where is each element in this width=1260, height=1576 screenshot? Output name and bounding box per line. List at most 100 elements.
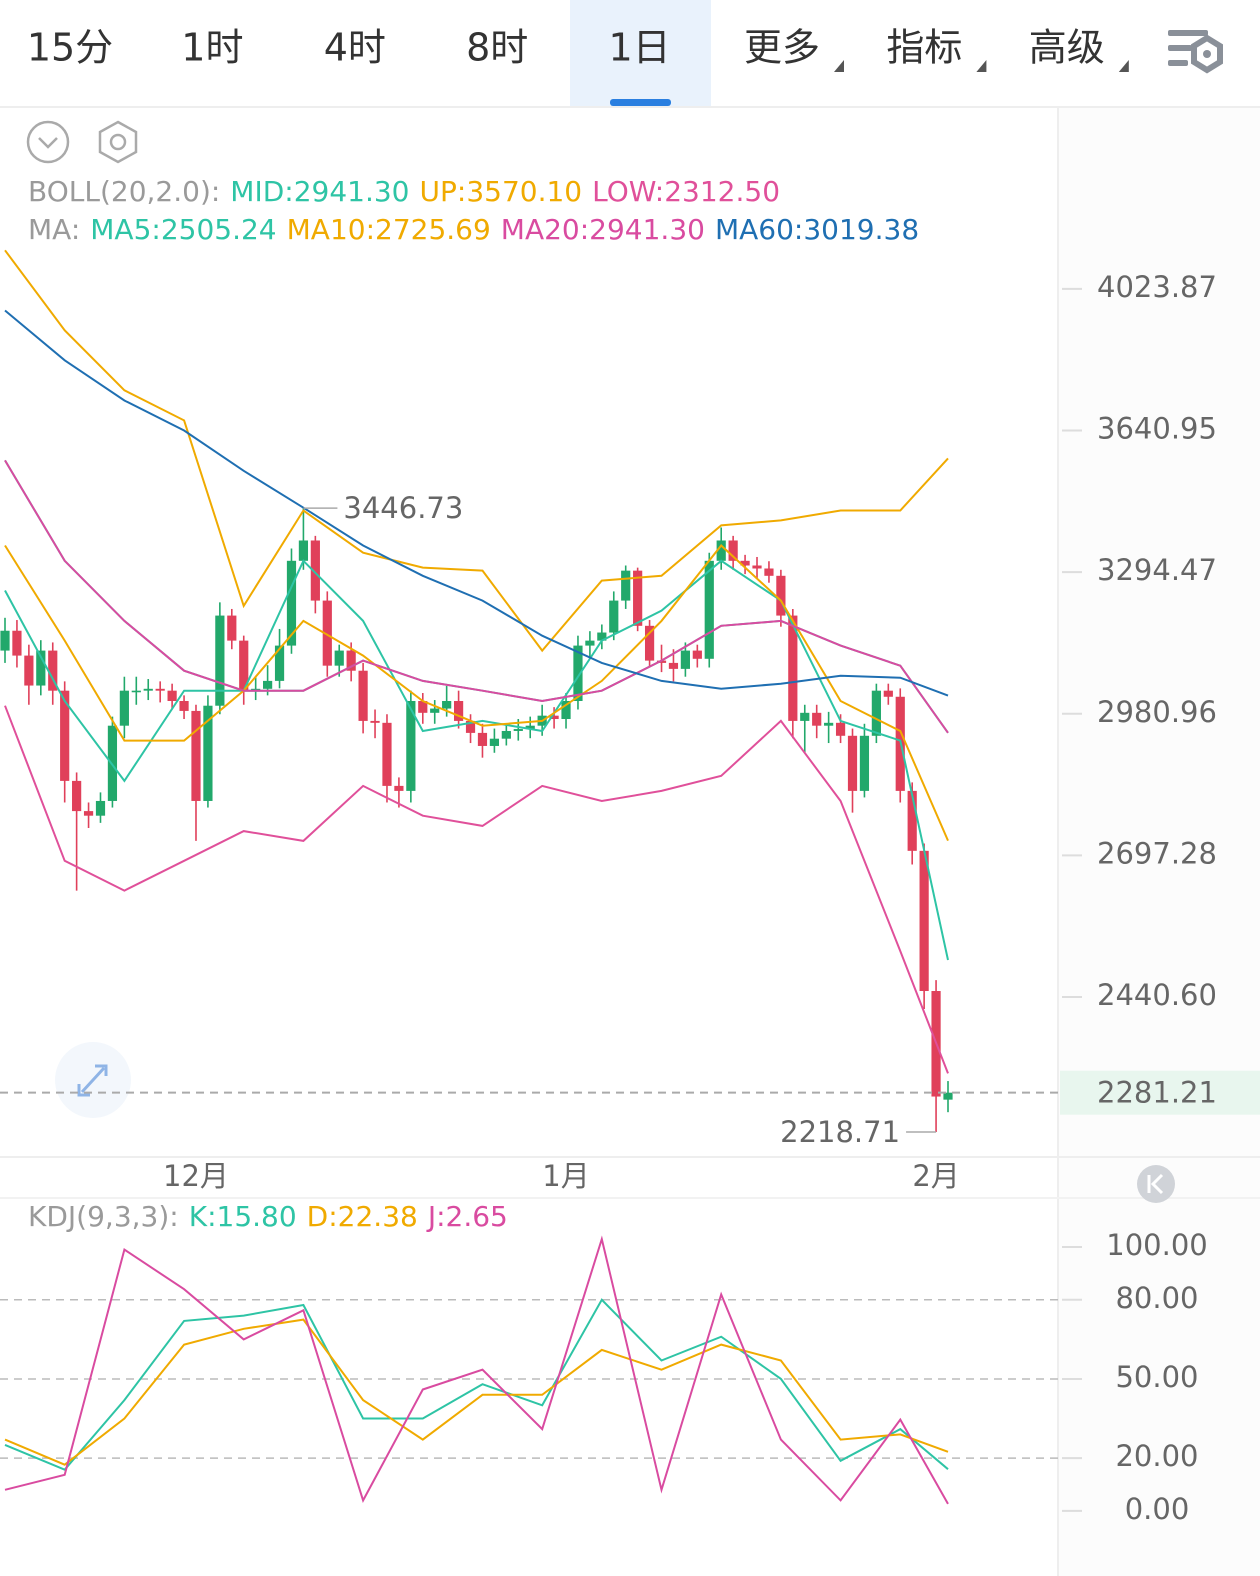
candle-body (644, 625, 655, 661)
candle-body (859, 735, 870, 791)
y-tick-label: 3640.95 (1097, 412, 1217, 446)
indicator-line (4, 559, 949, 961)
tab-label[interactable]: 1时 (181, 26, 243, 70)
candle-body (0, 630, 10, 651)
legend-item: MA10:2725.69 (287, 213, 491, 246)
candle-body (453, 700, 464, 721)
candle-body (847, 735, 858, 791)
candle-body (48, 650, 58, 691)
candle-body (680, 650, 690, 669)
tab-label[interactable]: 4时 (324, 26, 386, 70)
dropdown-caret (1118, 60, 1129, 72)
axis-panel (1059, 108, 1260, 1576)
candle-body (656, 660, 667, 663)
indicator-legend: BOLL(20,2.0): MID:2941.30 UP:3570.10 LOW:23… (28, 175, 780, 208)
tab-label[interactable]: 更多 (744, 26, 820, 70)
candle-body (501, 730, 511, 739)
candle-body (143, 688, 153, 691)
candle-body (621, 570, 631, 601)
candle-body (692, 650, 702, 659)
y-tick-label: 100.00 (1106, 1228, 1207, 1262)
y-tick-label: 3294.47 (1097, 553, 1217, 587)
candle-body (167, 690, 177, 701)
dropdown-caret (976, 60, 987, 72)
candle-body (442, 700, 452, 709)
y-tick-label: 2440.60 (1097, 978, 1217, 1012)
candle-body (871, 690, 881, 736)
candle-body (919, 850, 929, 992)
legend-item: MA5:2505.24 (90, 213, 276, 246)
candle-body (716, 540, 726, 561)
legend-item: J:2.65 (426, 1200, 508, 1233)
candle-body (155, 688, 165, 691)
active-tab-indicator (610, 99, 671, 106)
candle-body (812, 712, 822, 726)
candle-body (179, 700, 189, 711)
candle-body (764, 568, 774, 576)
tab-label[interactable]: 8时 (466, 26, 528, 70)
candle-body (322, 600, 332, 666)
kdj-line (4, 1298, 949, 1471)
candle-body (489, 738, 500, 746)
indicator-settings-icon[interactable] (98, 120, 138, 164)
candle-body (370, 720, 380, 723)
candle-body (477, 732, 488, 746)
candle-body (465, 720, 476, 733)
candle-body (394, 785, 404, 791)
tab-label[interactable]: 高级 (1029, 26, 1105, 70)
dropdown-caret (834, 60, 844, 72)
legend-item: MA20:2941.30 (501, 213, 705, 246)
candle-body (406, 700, 416, 791)
candle-body (800, 712, 810, 721)
candle-body (36, 650, 46, 686)
candle-body (382, 722, 392, 786)
candle-body (573, 645, 583, 701)
candle-body (668, 662, 679, 669)
candle-body (943, 1092, 953, 1100)
collapse-icon[interactable] (26, 120, 70, 164)
candle-body (728, 540, 738, 561)
scroll-to-latest-button[interactable] (1137, 1165, 1175, 1203)
candle-body (549, 715, 559, 720)
candle-body (191, 710, 201, 801)
y-tick-label: 20.00 (1115, 1439, 1198, 1473)
indicator-line (4, 459, 949, 734)
indicator-name: MA: (28, 213, 80, 246)
y-tick-label: 2697.28 (1097, 836, 1217, 870)
candle-body (239, 640, 249, 691)
legend-item: MA60:3019.38 (715, 213, 919, 246)
candle-body (907, 790, 917, 851)
candle-body (633, 570, 643, 626)
legend-item: LOW:2312.50 (592, 175, 780, 208)
tab-label[interactable]: 指标 (886, 26, 962, 70)
indicator-name: BOLL(20,2.0): (28, 175, 220, 208)
y-tick-label: 50.00 (1115, 1360, 1198, 1394)
candle-body (12, 630, 22, 656)
legend-item: UP:3570.10 (420, 175, 583, 208)
candle-body (60, 690, 70, 781)
y-tick-label: 4023.87 (1097, 270, 1217, 304)
fullscreen-button[interactable] (55, 1042, 131, 1118)
settings-icon[interactable] (1168, 30, 1223, 74)
candle-body (740, 560, 750, 566)
tab-label[interactable]: 1日 (609, 26, 671, 70)
candle-body (585, 640, 595, 646)
candle-body (310, 540, 320, 601)
candle-body (72, 780, 82, 812)
candle-body (704, 560, 714, 659)
indicator-name: KDJ(9,3,3): (28, 1200, 179, 1233)
candle-body (609, 600, 619, 633)
tab-label[interactable]: 15分 (27, 26, 113, 70)
y-tick-label: 2980.96 (1097, 695, 1217, 729)
candle-body (525, 725, 535, 730)
candle-body (346, 650, 356, 671)
kdj-line (4, 1235, 949, 1505)
indicator-line (4, 544, 949, 841)
candle-body (203, 705, 213, 801)
candle-body (263, 680, 273, 689)
candle-body (883, 690, 893, 697)
candle-body (131, 690, 141, 693)
indicator-line (4, 705, 949, 1074)
candle-body (227, 615, 237, 641)
